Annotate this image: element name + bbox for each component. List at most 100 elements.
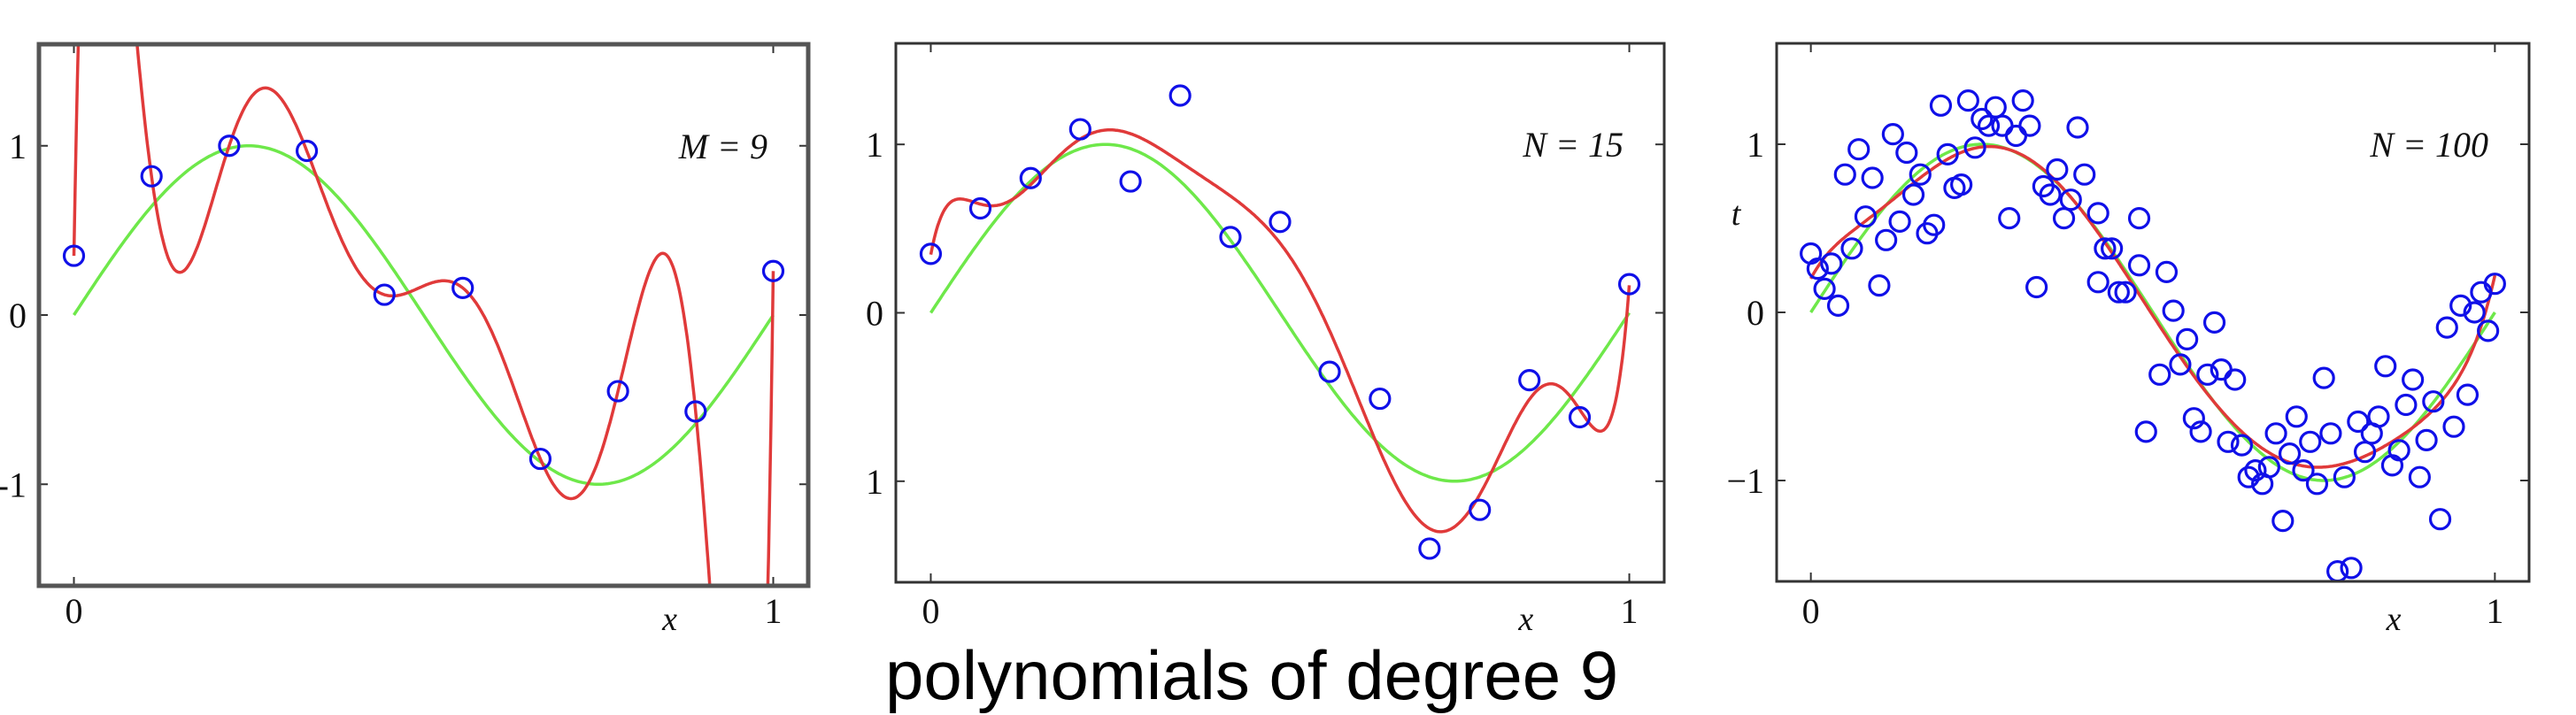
data-point: [2066, 116, 2089, 139]
fitted-polynomial-curve: [1809, 144, 2497, 469]
data-point: [2278, 442, 2302, 465]
data-point: [2456, 383, 2480, 406]
data-point: [2326, 559, 2349, 583]
data-point: [2483, 273, 2506, 296]
annotation-label: N = 100: [2369, 125, 2488, 165]
data-point: [1840, 237, 1863, 260]
data-point: [2395, 393, 2418, 417]
data-point: [2374, 355, 2397, 378]
data-point: [2299, 430, 2322, 453]
data-point: [2271, 509, 2294, 533]
data-point: [1813, 277, 1836, 300]
y-tick-label: 0: [1747, 293, 1764, 333]
true-function-curve: [1809, 142, 2496, 482]
data-point: [2230, 434, 2254, 457]
data-point: [1923, 213, 1946, 236]
y-tick-label: -1: [0, 465, 27, 504]
y-tick-label: 0: [866, 294, 883, 334]
true-function-curve: [73, 144, 775, 487]
panel-1: 0 1 -1 0 1 M = 9 x: [0, 42, 811, 638]
data-point: [2237, 465, 2260, 488]
x-axis-label: x: [2386, 601, 2402, 638]
y-tick-label: 0: [9, 296, 27, 335]
data-point: [218, 135, 241, 158]
x-axis-label: x: [661, 601, 677, 638]
data-point: [2155, 260, 2179, 283]
data-point: [1068, 118, 1091, 141]
y-tick-label: −1: [1726, 461, 1764, 501]
data-point: [1369, 387, 1392, 411]
data-point: [1847, 138, 1870, 161]
data-point: [1991, 114, 2014, 137]
data-point: [2463, 301, 2486, 324]
y-tick-label: 1: [866, 125, 883, 165]
data-point: [1617, 273, 1641, 296]
data-point: [2319, 422, 2342, 445]
panel-2: 0 1 1 0 1 N = 15 x: [866, 42, 1666, 638]
data-point: [1518, 369, 1541, 392]
data-point: [2202, 311, 2226, 334]
y-tick-label: 1: [1747, 125, 1764, 165]
data-point: [2415, 428, 2438, 451]
data-point: [1901, 183, 1925, 206]
data-point: [2176, 327, 2199, 350]
y-axis-label: t: [1731, 196, 1742, 233]
data-point: [1909, 163, 1932, 186]
data-point: [2134, 420, 2157, 443]
data-point: [684, 400, 707, 423]
plot-frame: [1775, 42, 2531, 583]
data-point: [2257, 456, 2280, 479]
data-point: [1963, 136, 1986, 159]
data-point: [1888, 210, 1911, 233]
data-point: [606, 380, 629, 403]
data-point: [1019, 166, 1042, 189]
data-point: [1418, 537, 1441, 560]
data-point: [2046, 158, 2069, 181]
data-point: [2107, 281, 2130, 304]
fitted-polynomial-curve: [929, 128, 1631, 534]
data-point: [2285, 405, 2308, 428]
data-point: [1833, 163, 1856, 186]
y-tick-label: 1: [9, 127, 27, 166]
data-point: [1861, 166, 1884, 189]
data-point: [2169, 353, 2192, 376]
data-point: [2086, 271, 2109, 294]
data-point: [451, 276, 474, 299]
data-point: [2264, 422, 2287, 445]
data-point: [2422, 390, 2445, 413]
plot-frame: [36, 42, 811, 588]
data-point: [1881, 123, 1904, 146]
data-point: [2162, 299, 2185, 322]
data-point: [2086, 202, 2109, 225]
data-point: [1950, 173, 1973, 196]
data-point: [2039, 183, 2062, 206]
data-point: [1875, 228, 1898, 251]
data-point: [2004, 124, 2028, 148]
data-point: [2182, 407, 2205, 430]
x-tick-label: 0: [66, 591, 83, 631]
data-point: [140, 165, 163, 188]
data-point: [1568, 405, 1592, 429]
data-point: [2011, 88, 2034, 112]
data-point: [2094, 237, 2117, 260]
plot-frame: [894, 42, 1666, 584]
x-axis-label: x: [1517, 601, 1533, 638]
data-point: [2477, 319, 2500, 342]
data-point: [1168, 84, 1192, 107]
data-point: [2367, 405, 2390, 428]
data-point: [1318, 360, 1341, 383]
annotation-label: N = 15: [1522, 125, 1623, 165]
data-point: [2073, 163, 2096, 186]
x-tick-label: 1: [1621, 591, 1639, 631]
data-point: [1929, 94, 1953, 117]
data-point: [2196, 363, 2219, 386]
data-point: [761, 259, 785, 282]
data-point: [1868, 274, 1891, 297]
data-point: [1984, 96, 2007, 119]
x-tick-label: 0: [1802, 591, 1820, 631]
data-point: [2333, 465, 2356, 488]
data-point: [373, 283, 396, 306]
data-point: [2449, 294, 2472, 317]
data-point: [919, 242, 943, 265]
data-point: [295, 139, 319, 163]
